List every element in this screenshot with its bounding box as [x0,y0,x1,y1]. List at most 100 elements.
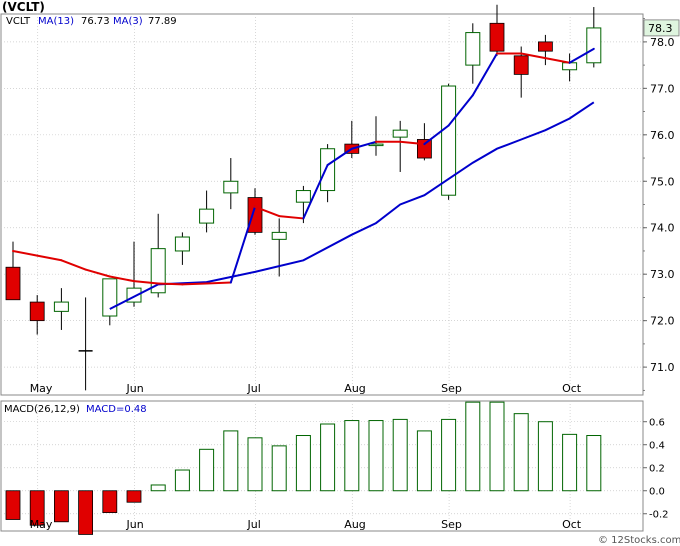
macd-bar-positive [199,448,215,492]
ma-short-segment-rising [423,124,450,146]
price-tick-label: 76.0 [650,129,675,142]
candle-body-up [199,208,215,224]
macd-x-axis: May Jun Jul Aug Sep Oct [30,518,582,531]
legend-ma13-label: MA(13) [38,16,74,27]
macd-y-axis: -0.2 0.0 0.2 0.4 0.6 [643,418,669,521]
price-month-label: Jul [247,382,261,395]
legend-ma13-value: 76.73 [81,16,110,27]
macd-month-label: Sep [441,518,462,531]
candle-body-down [29,301,45,322]
candle-body-up [271,231,287,240]
macd-bar-negative [29,490,45,526]
ma-short-segment-falling [60,259,87,271]
macd-bar-positive [295,435,311,492]
price-grid [1,14,643,395]
candle-body-down [489,22,505,52]
macd-month-label: May [30,518,53,531]
ma-short-segment-falling [12,249,39,257]
candle-body-up [368,143,384,147]
chart-title: (VCLT) [2,0,45,14]
macd-panel-frame [0,400,644,532]
candle-body-up [174,236,190,252]
last-price-badge-text: 78.3 [648,22,673,35]
macd-bar-positive [150,484,166,492]
macd-month-label: Jul [247,518,261,531]
macd-bar-positive [320,423,336,492]
price-tick-label: 75.0 [650,175,675,188]
ma-short-segment-falling [254,205,281,218]
legend-symbol: VCLT [6,16,31,27]
ma-short-segment-rising [350,140,377,150]
candle-body-down [5,266,21,301]
macd-legend: MACD(26,12,9) MACD=0.48 [4,404,147,415]
macd-bar-positive [562,433,578,492]
price-month-label: Oct [562,382,582,395]
ma-short-segment-falling [205,281,232,285]
ma-short-segment-rising [326,147,353,167]
macd-bar-positive [416,430,432,492]
macd-bar-positive [368,420,384,492]
candle-body-down [416,139,432,159]
candle-body-up [441,85,457,196]
price-tick-label: 71.0 [650,361,675,374]
ma-short-segment-falling [133,280,160,285]
ma-short-segment-rising [229,205,256,284]
macd-bar-positive [465,401,481,492]
price-tick-label: 78.0 [650,36,675,49]
candle-body-up [320,148,336,192]
ma-short-segment-falling [520,52,547,60]
legend-ma3-value: 77.89 [148,16,177,27]
macd-bar-negative [102,490,118,513]
candle-body-down [513,55,529,75]
ma-short-segment-falling [108,275,135,283]
price-month-label: Aug [344,382,365,395]
price-month-label: May [30,382,53,395]
macd-bar-negative [78,490,93,535]
macd-bar-positive [441,418,457,492]
price-tick-label: 72.0 [650,315,675,328]
price-month-label: Jun [126,382,144,395]
macd-bar-positive [537,421,553,492]
ma-short-segment-falling [157,282,184,286]
candle-body-up [562,62,578,71]
ma-short-segment-rising [568,47,595,64]
macd-bar-positive [513,413,529,492]
macd-month-label: Aug [344,518,365,531]
macd-bar-negative [126,490,142,503]
ma-short-segment-rising [471,52,498,97]
macd-month-label: Oct [562,518,582,531]
candle-body-up [150,248,166,294]
candle-body-up [102,278,118,317]
macd-tick-label: 0.6 [649,418,665,429]
candle-body-up [223,180,239,194]
last-price-badge: 78.3 [643,19,680,37]
credit-text: © 12Stocks.com [598,535,680,546]
price-legend: VCLT MA(13) 76.73 MA(3) 77.89 [6,16,177,27]
macd-bar-negative [54,490,69,523]
price-tick-label: 77.0 [650,82,675,95]
legend-ma3-label: MA(3) [113,16,143,27]
ma-short-segment-falling [36,254,63,262]
price-month-label: Sep [441,382,462,395]
candle-body-down [538,41,553,52]
macd-bar-positive [223,430,239,492]
macd-month-label: Jun [126,518,144,531]
last-price-badge-box [643,19,680,37]
candle-body-up [53,301,69,312]
macd-bar-positive [271,445,287,492]
ma-long-line [109,101,595,310]
macd-bar-positive [344,420,360,492]
price-marks [5,4,602,391]
macd-tick-label: 0.4 [649,441,665,452]
macd-bar-positive [174,469,190,492]
candle-body-up [295,190,311,203]
price-tick-label: 73.0 [650,268,675,281]
price-tick-label: 74.0 [650,222,675,235]
macd-bar-positive [489,401,505,492]
macd-legend-value: MACD=0.48 [86,404,147,415]
candle-body-up [586,27,602,64]
price-y-axis: 71.0 72.0 73.0 74.0 75.0 76.0 77.0 78.0 [643,18,675,391]
price-x-axis: May Jun Jul Aug Sep Oct [30,382,582,395]
ma-short-segment-rising [447,94,474,127]
